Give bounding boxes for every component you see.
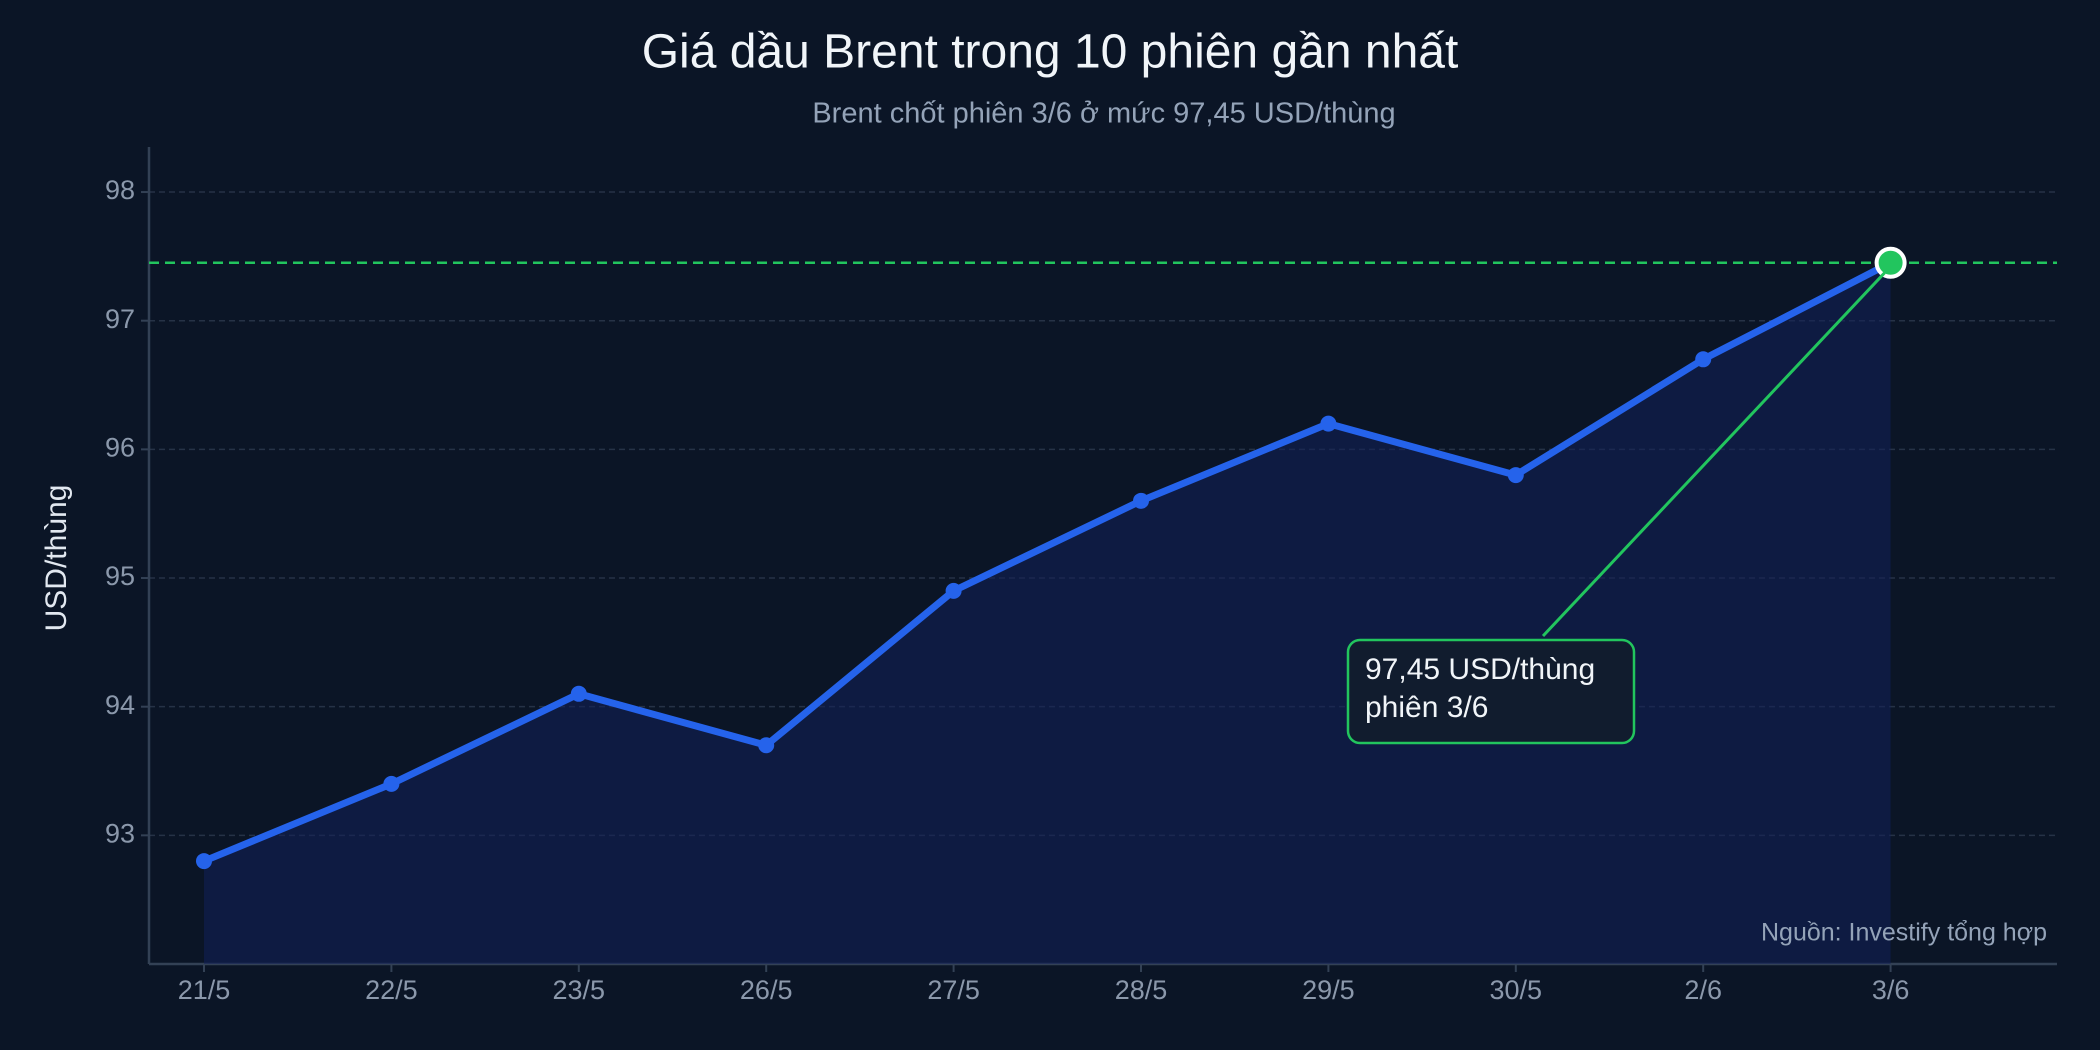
marker bbox=[383, 775, 400, 792]
marker bbox=[758, 737, 775, 754]
marker bbox=[570, 685, 587, 702]
line bbox=[202, 259, 1893, 865]
x-tick-label: 21/5 bbox=[178, 975, 231, 1005]
annotation-text: phiên 3/6 bbox=[1365, 691, 1488, 724]
source-note: Nguồn: Investify tổng hợp bbox=[1761, 919, 2047, 947]
y-tick-label: 93 bbox=[105, 818, 135, 848]
x-tick-label: 29/5 bbox=[1302, 975, 1355, 1005]
marker bbox=[945, 582, 962, 599]
marker bbox=[1320, 415, 1337, 432]
y-tick-label: 94 bbox=[105, 690, 135, 720]
chart-title: Giá dầu Brent trong 10 phiên gần nhất bbox=[642, 26, 1459, 79]
x-tick-label: 2/6 bbox=[1684, 975, 1722, 1005]
x-tick-label: 22/5 bbox=[365, 975, 418, 1005]
marker bbox=[1695, 351, 1712, 368]
highlight-marker bbox=[1874, 246, 1907, 279]
x-tick-label: 23/5 bbox=[553, 975, 606, 1005]
y-tick-label: 96 bbox=[105, 432, 135, 462]
y-tick-label: 97 bbox=[105, 304, 135, 334]
chart-subtitle: Brent chốt phiên 3/6 ở mức 97,45 USD/thù… bbox=[812, 98, 1395, 130]
marker bbox=[1133, 492, 1149, 509]
x-tick-label: 26/5 bbox=[740, 975, 793, 1005]
annotation-text: 97,45 USD/thùng bbox=[1365, 653, 1595, 686]
y-tick-label: 98 bbox=[105, 175, 135, 205]
area bbox=[204, 262, 1891, 964]
annotation-box bbox=[1346, 638, 1636, 745]
x-tick-label: 27/5 bbox=[927, 975, 980, 1005]
x-tick-label: 3/6 bbox=[1872, 975, 1910, 1005]
marker bbox=[196, 853, 212, 870]
x-tick-label: 30/5 bbox=[1490, 975, 1543, 1005]
annotation-arrow bbox=[1541, 271, 1886, 638]
y-tick-label: 95 bbox=[105, 561, 135, 591]
marker bbox=[1507, 467, 1524, 484]
x-tick-label: 28/5 bbox=[1115, 975, 1168, 1005]
y-axis-label: USD/thùng bbox=[40, 485, 73, 632]
